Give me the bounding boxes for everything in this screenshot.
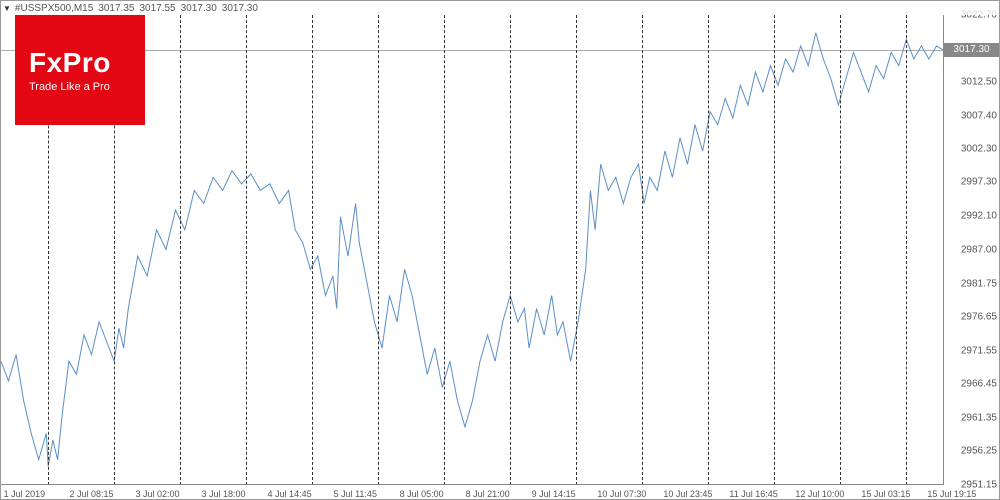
x-axis: 1 Jul 2019 2 Jul 08:15 3 Jul 02:00 3 Jul 18… bbox=[1, 484, 944, 499]
grid-vline bbox=[246, 15, 247, 485]
y-tick-label: 2966.45 bbox=[961, 379, 997, 390]
grid-vline bbox=[708, 15, 709, 485]
y-axis: 2951.152956.252961.352966.452971.552976.… bbox=[943, 15, 999, 485]
grid-vline bbox=[180, 15, 181, 485]
y-tick-label: 3012.50 bbox=[961, 77, 997, 88]
y-tick-label: 2976.65 bbox=[961, 312, 997, 323]
y-tick-label: 2987.00 bbox=[961, 244, 997, 255]
x-tick-label: 15 Jul 19:15 bbox=[927, 489, 976, 499]
grid-vline bbox=[906, 15, 907, 485]
symbol-label: #USSPX500,M15 bbox=[15, 3, 93, 14]
current-price-box: 3017.30 bbox=[944, 43, 999, 57]
y-tick-label: 2992.10 bbox=[961, 211, 997, 222]
grid-vline bbox=[576, 15, 577, 485]
ohlc-close: 3017.30 bbox=[222, 3, 258, 14]
grid-vline bbox=[774, 15, 775, 485]
chart-header: ▼ #USSPX500,M15 3017.35 3017.55 3017.30 … bbox=[1, 1, 999, 15]
x-tick-label: 4 Jul 14:45 bbox=[268, 489, 312, 499]
x-tick-label: 1 Jul 2019 bbox=[4, 489, 46, 499]
y-tick-label: 2981.75 bbox=[961, 278, 997, 289]
ohlc-high: 3017.55 bbox=[139, 3, 175, 14]
x-tick-label: 8 Jul 21:00 bbox=[466, 489, 510, 499]
y-tick-label: 3007.40 bbox=[961, 110, 997, 121]
x-tick-label: 3 Jul 02:00 bbox=[136, 489, 180, 499]
logo-tagline: Trade Like a Pro bbox=[29, 81, 145, 93]
trading-chart: ▼ #USSPX500,M15 3017.35 3017.55 3017.30 … bbox=[0, 0, 1000, 500]
y-tick-label: 2997.30 bbox=[961, 176, 997, 187]
ohlc-low: 3017.30 bbox=[181, 3, 217, 14]
dropdown-icon[interactable]: ▼ bbox=[3, 4, 11, 13]
x-tick-label: 10 Jul 23:45 bbox=[663, 489, 712, 499]
x-tick-label: 3 Jul 18:00 bbox=[202, 489, 246, 499]
y-tick-label: 2956.25 bbox=[961, 446, 997, 457]
x-tick-label: 2 Jul 08:15 bbox=[70, 489, 114, 499]
grid-vline bbox=[840, 15, 841, 485]
x-tick-label: 12 Jul 10:00 bbox=[795, 489, 844, 499]
grid-vline bbox=[642, 15, 643, 485]
logo-text: FxPro bbox=[29, 47, 145, 79]
y-tick-label: 3002.30 bbox=[961, 144, 997, 155]
y-tick-label: 2971.55 bbox=[961, 345, 997, 356]
x-tick-label: 11 Jul 16:45 bbox=[729, 489, 777, 499]
x-tick-label: 10 Jul 07:30 bbox=[597, 489, 646, 499]
grid-vline bbox=[510, 15, 511, 485]
grid-vline bbox=[312, 15, 313, 485]
x-tick-label: 15 Jul 03:15 bbox=[861, 489, 910, 499]
grid-vline bbox=[378, 15, 379, 485]
grid-vline bbox=[444, 15, 445, 485]
x-tick-label: 9 Jul 14:15 bbox=[532, 489, 576, 499]
x-tick-label: 8 Jul 05:00 bbox=[400, 489, 444, 499]
y-tick-label: 2961.35 bbox=[961, 412, 997, 423]
x-tick-label: 5 Jul 11:45 bbox=[334, 489, 377, 499]
ohlc-open: 3017.35 bbox=[98, 3, 134, 14]
broker-logo: FxPro Trade Like a Pro bbox=[15, 15, 145, 125]
